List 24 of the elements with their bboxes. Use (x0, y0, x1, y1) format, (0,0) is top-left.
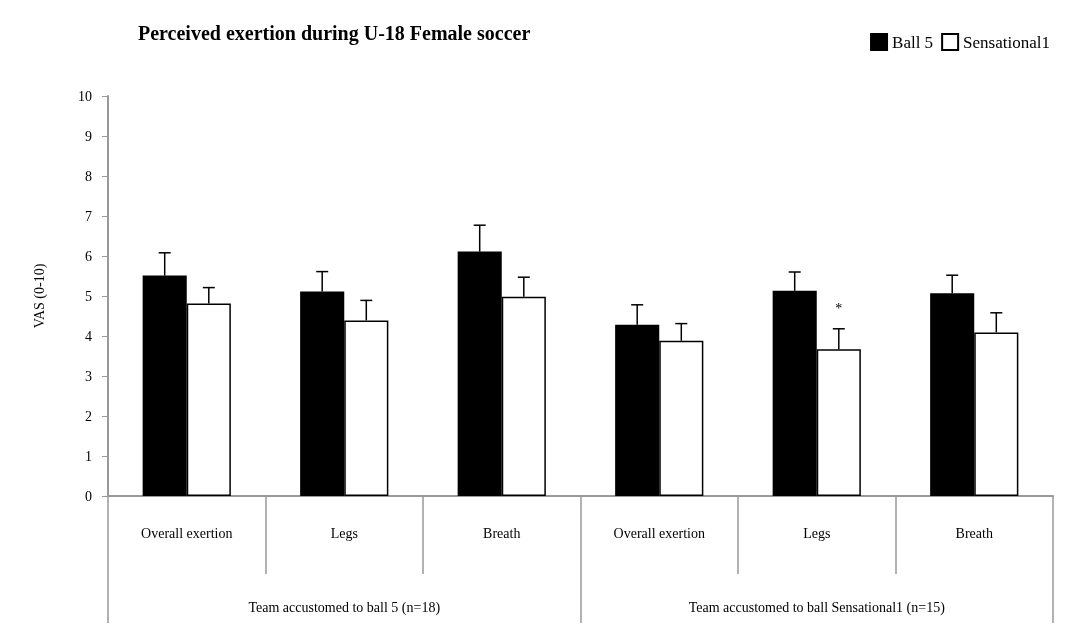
text: Team accustomed to ball 5 (n=18) (248, 599, 441, 616)
y-tick-label: 0 (85, 488, 92, 504)
y-tick-label: 4 (85, 328, 92, 344)
x-tick-label: Overall exertion (141, 525, 233, 541)
y-tick-label: 9 (85, 128, 92, 144)
legend-label: Sensational1 (963, 32, 1051, 52)
y-tick-label: 8 (85, 168, 92, 184)
legend-label: Ball 5 (892, 32, 934, 52)
y-tick-label: 3 (85, 368, 92, 384)
data-label: * (835, 300, 843, 316)
chart-title: Perceived exertion during U-18 Female soccer (138, 22, 531, 45)
y-tick-label: 6 (85, 248, 92, 264)
x-tick-label: Breath (483, 525, 521, 541)
y-tick-label: 7 (85, 208, 92, 224)
y-tick-label: 2 (85, 408, 92, 424)
y-tick-label: 10 (78, 88, 92, 104)
y-tick-label: 5 (85, 288, 92, 304)
x-tick-label: Legs (803, 525, 831, 541)
x-tick-label: Legs (330, 525, 358, 541)
x-tick-label: Breath (955, 525, 993, 541)
x-tick-label: Overall exertion (613, 525, 705, 541)
y-tick-label: 1 (85, 448, 92, 464)
y-axis-title: VAS (0-10) (31, 263, 48, 329)
text: Team accustomed to ball Sensational1 (n=15) (688, 599, 946, 616)
